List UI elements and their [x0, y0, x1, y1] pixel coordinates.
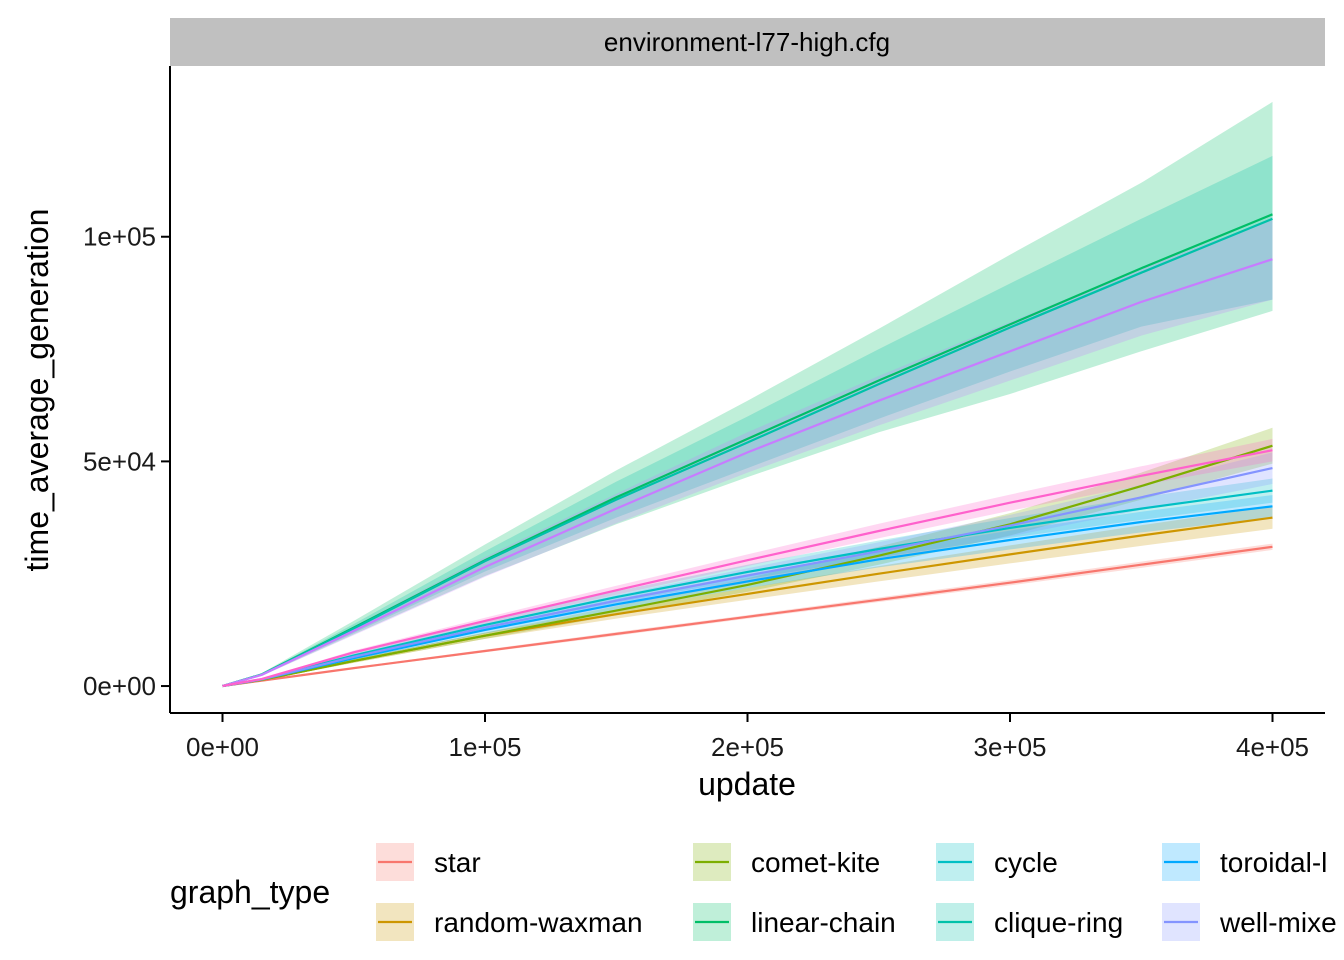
band-toroidal-lattice: [222, 495, 1273, 686]
legend-label: star: [434, 847, 481, 878]
y-tick-label: 0e+00: [83, 671, 156, 701]
legend-item: toroidal-l: [1162, 843, 1327, 881]
legend-label: linear-chain: [751, 907, 896, 938]
legend-label: toroidal-l: [1220, 847, 1327, 878]
legend-item: well-mixe: [1162, 903, 1337, 941]
line-star: [222, 545, 1273, 688]
legend-item: comet-kite: [693, 843, 880, 881]
band-random-waxman: [222, 506, 1273, 686]
legend-label: random-waxman: [434, 907, 643, 938]
y-tick-label: 1e+05: [83, 222, 156, 252]
line-comet-kite: [222, 444, 1273, 688]
line-clique-ring: [222, 217, 1273, 688]
y-axis-title: time_average_generation: [19, 209, 55, 572]
band-clique-ring: [222, 155, 1273, 686]
legend-items: star random-waxman comet-kite linear-chain c…: [376, 843, 1337, 941]
x-tick-label: 2e+05: [711, 732, 784, 762]
x-tick-label: 4e+05: [1236, 732, 1309, 762]
x-tick-label: 0e+00: [186, 732, 259, 762]
legend-item: cycle: [936, 843, 1058, 881]
band-series-9: [222, 438, 1273, 686]
legend-item: random-waxman: [376, 903, 643, 941]
legend-item: linear-chain: [693, 903, 896, 941]
line-series-9: [222, 449, 1273, 688]
confidence-bands: [222, 101, 1273, 687]
y-axis-ticks: 0e+00 5e+04 1e+05: [83, 222, 170, 701]
facet-strip: environment-l77-high.cfg: [170, 18, 1325, 66]
x-tick-label: 3e+05: [973, 732, 1046, 762]
legend-item: star: [376, 843, 481, 881]
band-cycle: [222, 478, 1273, 686]
facet-label: environment-l77-high.cfg: [604, 27, 890, 57]
legend-label: well-mixe: [1219, 907, 1337, 938]
line-series-8: [222, 258, 1273, 688]
legend-label: cycle: [994, 847, 1058, 878]
series-lines: [222, 213, 1273, 688]
legend: graph_type star random-waxman comet-kite li…: [170, 843, 1337, 941]
x-tick-label: 1e+05: [448, 732, 521, 762]
facet-strip-background: [170, 18, 1325, 66]
legend-label: comet-kite: [751, 847, 880, 878]
x-axis-ticks: 0e+00 1e+05 2e+05 3e+05 4e+05: [186, 713, 1309, 762]
y-tick-label: 5e+04: [83, 446, 156, 476]
legend-label: clique-ring: [994, 907, 1123, 938]
legend-title: graph_type: [170, 874, 330, 910]
legend-item: clique-ring: [936, 903, 1123, 941]
x-axis-title: update: [698, 766, 796, 802]
line-well-mixed: [222, 467, 1273, 688]
